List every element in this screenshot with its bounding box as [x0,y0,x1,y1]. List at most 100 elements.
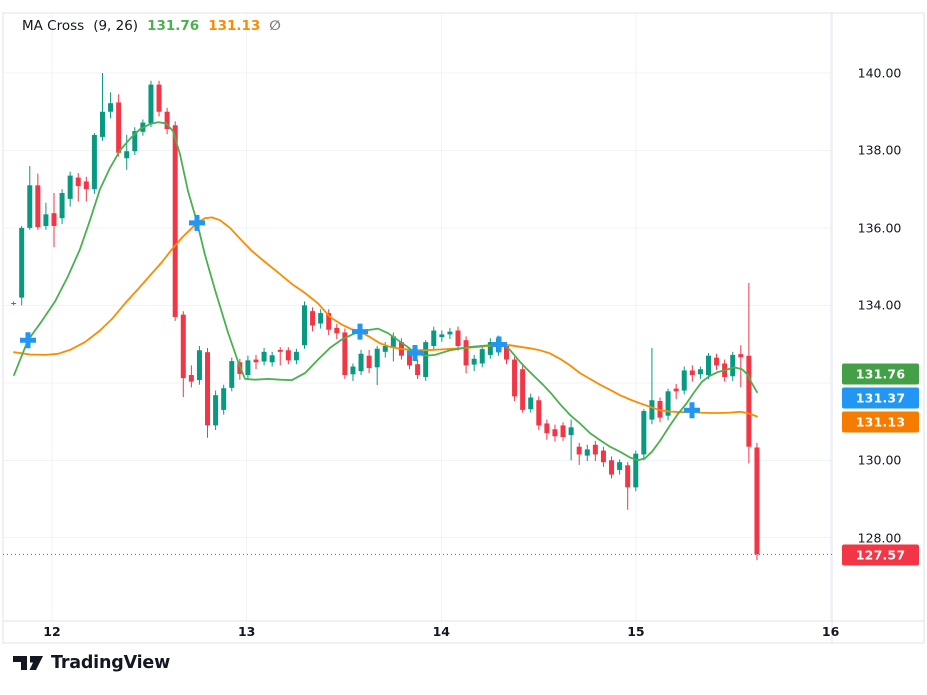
candle-body [318,313,324,324]
tradingview-logo-icon [13,656,43,670]
ma-cross-marker [352,323,368,340]
tradingview-logo-link[interactable]: TradingView [13,653,170,673]
candle-body [51,213,57,226]
candle-body [11,303,17,305]
candle-body [67,175,73,199]
candle-body [487,342,493,355]
price-badge: 127.57 [842,544,919,566]
candle-body [407,354,413,366]
price-axis-label: 140.00 [857,65,902,81]
candle-body [205,352,211,426]
price-axis-label: 136.00 [857,220,902,236]
candle-body [641,411,647,455]
time-axis-label: 16 [821,624,840,639]
indicator-title: MA Cross [22,18,85,34]
indicator-cross-value: ∅ [269,18,281,34]
candle-body [536,400,542,426]
price-axis-label: 130.00 [857,452,902,468]
candle-body [261,351,267,362]
candle-body [415,364,421,376]
candle-body [423,342,429,377]
candle-body [447,331,453,335]
ma-cross-marker [20,332,36,349]
candle-body [156,84,162,112]
price-axis-label: 128.00 [857,530,902,546]
candle-body [19,227,25,298]
candle-body [479,349,485,364]
candle-body [609,460,615,475]
candle-body [285,350,291,361]
candle-body [293,351,299,361]
indicator-params: (9, 26) [93,18,139,34]
candle-body [245,360,251,376]
candle-body [592,444,598,455]
candle-body [730,354,736,377]
candle-body [738,354,744,358]
candle-body [108,103,114,112]
candle-body [366,355,372,369]
candle-body [697,369,703,375]
candle-body [180,314,186,379]
candle-body [213,395,219,426]
candle-body [326,313,332,330]
candle-body [455,330,461,347]
ma-cross-marker [189,214,205,231]
candle-body [544,423,550,434]
candle-body [253,359,259,363]
candle-body [229,361,235,388]
candle-body [27,185,33,228]
candle-body [148,84,154,124]
candle-body [196,350,202,381]
candle-body [665,391,671,416]
candle-body [374,348,380,368]
ma-slow-line [13,216,758,418]
candle-body [124,151,130,159]
candle-body [503,346,509,360]
chart-frame [2,12,925,644]
candle-body [358,353,364,372]
candle-body [560,425,566,438]
candle-body [35,185,41,228]
candle-body [310,311,316,326]
indicator-legend[interactable]: MA Cross (9, 26) 131.76 131.13 ∅ [22,18,281,34]
candle-body [277,349,283,352]
candle-body [617,462,623,470]
candle-body [221,388,227,410]
candle-body [83,181,89,190]
indicator-fast-value: 131.76 [147,18,200,34]
candle-body [471,358,477,365]
time-axis-label: 12 [43,624,61,639]
candle-body [528,397,534,410]
candle-body [705,355,711,376]
candle-body [99,111,105,137]
candle-body [689,370,695,376]
candle-body [301,305,307,346]
candle-body [657,401,663,418]
candle-body [350,366,356,375]
candle-body [382,346,388,352]
candle-body [43,214,49,226]
ma-cross-marker [491,336,507,353]
time-axis-label: 13 [237,624,256,639]
candle-body [552,429,558,437]
price-axis-label: 134.00 [857,297,902,313]
candle-body [390,336,396,348]
candle-body [132,131,138,152]
candle-body [649,400,655,420]
candle-body [59,193,65,219]
ma-cross-marker [684,402,700,419]
candle-body [520,369,526,410]
indicator-slow-value: 131.13 [208,18,261,34]
candle-body [463,340,469,366]
candle-body [164,111,170,130]
time-axis-label: 14 [432,624,450,639]
candle-body [673,388,679,392]
candle-body [584,449,590,456]
candle-body [681,370,687,391]
candle-body [431,330,437,347]
candle-body [754,447,760,555]
candle-body [116,102,122,153]
candle-body [91,134,97,190]
